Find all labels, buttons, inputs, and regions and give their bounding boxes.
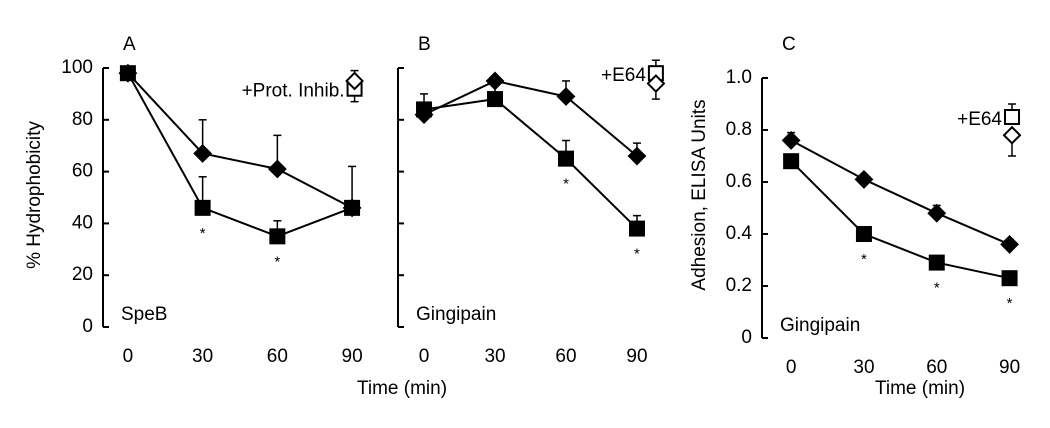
x-tick-label: 30 — [853, 357, 874, 378]
x-tick-label: 60 — [267, 346, 288, 367]
x-tick-label: 60 — [926, 357, 947, 378]
diamond-marker — [485, 71, 505, 91]
series-line — [423, 98, 638, 230]
significance-mark: * — [563, 176, 569, 193]
square-marker — [783, 153, 800, 170]
diamond-marker — [414, 105, 434, 125]
y-tick-label: 0 — [741, 327, 752, 348]
x-tick-label: 90 — [342, 346, 363, 367]
diamond-marker — [1002, 125, 1022, 145]
y-tick-label: 100 — [61, 57, 93, 78]
diamond-marker — [342, 198, 362, 218]
panel-label: A — [123, 34, 136, 55]
x-axis-title: Time (min) — [357, 378, 447, 399]
significance-mark: * — [634, 246, 640, 263]
y-tick-label: 20 — [72, 264, 93, 285]
square-marker — [855, 226, 872, 242]
y-tick-label: 1.0 — [726, 67, 752, 88]
panel-note: Gingipain — [416, 304, 496, 325]
y-tick-label: 60 — [72, 161, 93, 182]
x-tick-label: 30 — [484, 346, 505, 367]
x-tick-label: 90 — [626, 346, 647, 367]
series-line — [127, 72, 353, 209]
diamond-marker — [1000, 234, 1019, 254]
series-line — [790, 139, 1010, 246]
diamond-marker — [627, 146, 647, 166]
x-tick-label: 30 — [192, 346, 213, 367]
diamond-marker — [646, 74, 666, 93]
series-line — [127, 72, 353, 238]
x-tick-label: 0 — [786, 357, 797, 378]
annotation: +E64 — [601, 65, 646, 86]
panel-label: B — [418, 34, 431, 55]
panel-label: C — [782, 34, 796, 55]
y-tick-label: 0.2 — [726, 275, 752, 296]
square-marker — [557, 150, 574, 167]
diamond-marker — [118, 63, 138, 83]
panel-note: Gingipain — [780, 315, 860, 336]
annotation: +E64 — [957, 109, 1002, 130]
x-tick-label: 0 — [123, 346, 134, 367]
diamond-marker — [193, 144, 213, 163]
series-line — [790, 160, 1010, 280]
square-marker — [194, 199, 211, 216]
square-marker — [928, 254, 945, 271]
y-tick-label: 0.4 — [726, 223, 753, 244]
y-tick-label: 0.8 — [726, 119, 752, 140]
y-axis-title: Adhesion, ELISA Units — [689, 99, 710, 290]
significance-mark: * — [274, 253, 280, 270]
y-tick-label: 80 — [72, 109, 93, 130]
square-marker — [269, 228, 286, 245]
diamond-marker — [781, 130, 801, 150]
significance-mark: * — [861, 251, 867, 268]
significance-mark: * — [1007, 295, 1013, 312]
diamond-marker — [854, 169, 874, 189]
square-marker — [1001, 270, 1018, 287]
x-tick-label: 90 — [999, 357, 1020, 378]
diamond-marker — [556, 87, 576, 106]
series-line — [423, 79, 638, 157]
x-tick-label: 0 — [419, 346, 430, 367]
diamond-marker — [927, 203, 947, 223]
annotation: +Prot. Inhib. — [242, 81, 345, 102]
y-tick-label: 0.6 — [726, 171, 752, 192]
x-axis-title: Time (min) — [875, 378, 965, 399]
square-marker — [487, 91, 504, 108]
significance-mark: * — [934, 280, 940, 297]
diamond-marker — [267, 159, 287, 179]
square-marker — [1004, 109, 1021, 125]
significance-mark: * — [200, 225, 206, 242]
diamond-marker — [345, 71, 364, 91]
y-tick-label: 0 — [82, 316, 93, 337]
y-tick-label: 40 — [72, 212, 93, 233]
square-marker — [628, 220, 645, 237]
y-axis-title: % Hydrophobicity — [24, 121, 45, 269]
panel-note: SpeB — [121, 304, 167, 325]
x-tick-label: 60 — [555, 346, 576, 367]
